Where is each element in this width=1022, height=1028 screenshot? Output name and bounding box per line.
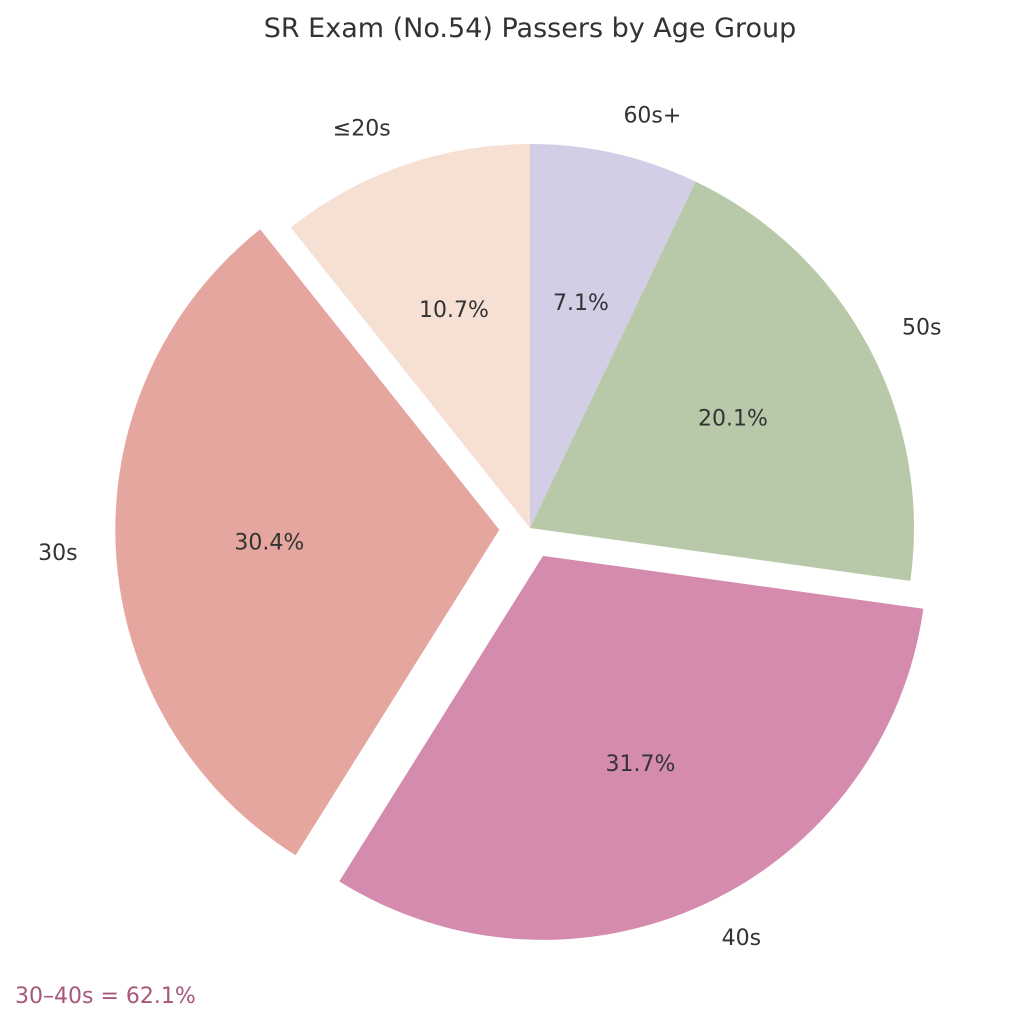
- pie-slice-20s: [290, 144, 530, 528]
- pie-slice-30s: [115, 229, 500, 856]
- pie-percent-label: 10.7%: [419, 298, 489, 323]
- pie-percent-label: 30.4%: [234, 530, 304, 555]
- pie-category-label: ≤20s: [333, 117, 391, 142]
- pie-category-label: 50s: [902, 316, 941, 341]
- pie-slice-60s: [530, 144, 696, 528]
- pie-percent-label: 31.7%: [605, 752, 675, 777]
- chart-annotation: 30–40s = 62.1%: [15, 984, 196, 1009]
- pie-category-labels: 60s+ 50s 40s 30s ≤20s: [38, 104, 941, 952]
- pie-percent-label: 7.1%: [553, 291, 609, 316]
- pie-category-label: 30s: [38, 541, 77, 566]
- pie-category-label: 60s+: [623, 104, 681, 129]
- pie-category-label: 40s: [722, 926, 761, 951]
- pie-slice-40s: [339, 555, 924, 940]
- pie-slice-50s: [530, 181, 914, 581]
- pie-percent-label: 20.1%: [698, 406, 768, 431]
- pie-percent-labels: 7.1% 20.1% 31.7% 30.4% 10.7%: [234, 291, 768, 777]
- chart-title: SR Exam (No.54) Passers by Age Group: [264, 13, 797, 44]
- pie-slices: [115, 144, 924, 940]
